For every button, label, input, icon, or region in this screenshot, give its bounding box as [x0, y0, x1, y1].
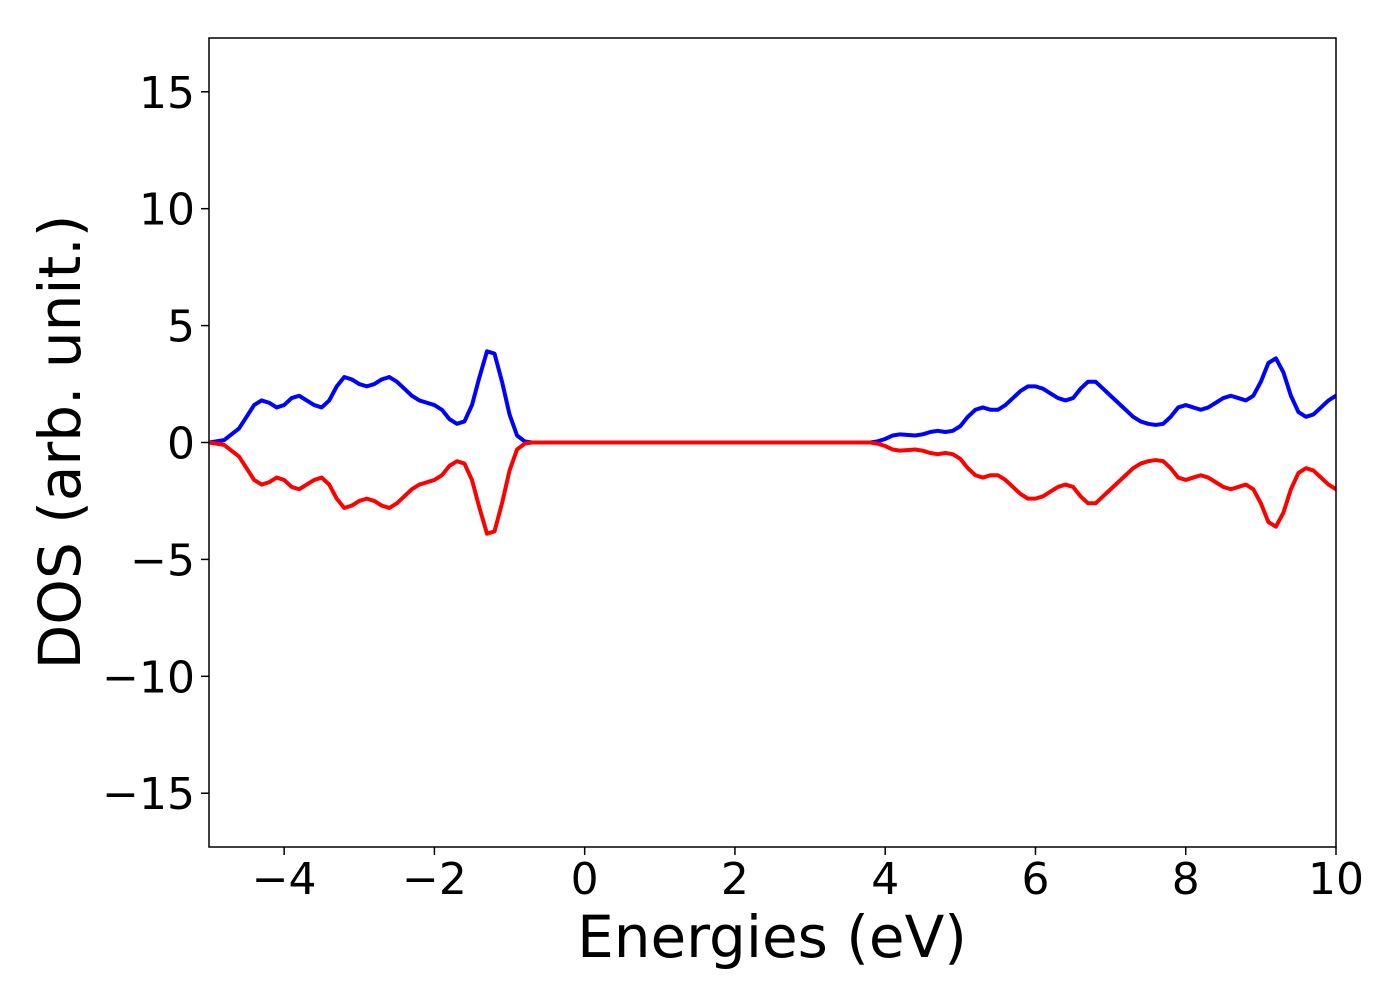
series-line-0 [209, 349, 1336, 445]
x-tick-label: −4 [252, 854, 317, 905]
y-tick-label: −10 [102, 652, 195, 703]
plot-frame [208, 37, 1337, 848]
x-tick-label: −2 [402, 854, 467, 905]
y-tick-label: 5 [167, 302, 195, 353]
y-tick-label: −5 [130, 535, 195, 586]
series-layer [209, 349, 1336, 536]
x-tick-label: 10 [1308, 854, 1364, 905]
x-axis-label: Energies (eV) [577, 903, 967, 971]
y-tick-label: −15 [102, 769, 195, 820]
y-axis-ticks: 15 10 5 0 −5 −10 −15 [102, 68, 209, 820]
x-tick-label: 2 [721, 854, 749, 905]
y-axis-label: DOS (arb. unit.) [26, 215, 94, 670]
y-tick-label: 0 [167, 419, 195, 470]
x-tick-label: 4 [871, 854, 899, 905]
y-tick-label: 15 [139, 68, 195, 119]
x-tick-label: 8 [1172, 854, 1200, 905]
x-tick-label: 0 [571, 854, 599, 905]
x-tick-label: 6 [1021, 854, 1049, 905]
series-line-1 [209, 440, 1336, 536]
y-tick-label: 10 [139, 185, 195, 236]
x-axis-ticks: −4 −2 0 2 4 6 8 10 [252, 847, 1364, 905]
